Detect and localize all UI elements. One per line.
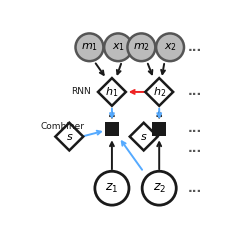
- Text: Combiner: Combiner: [40, 122, 84, 131]
- Text: $z_2$: $z_2$: [152, 182, 165, 195]
- Text: $s$: $s$: [139, 132, 147, 142]
- Text: ...: ...: [187, 142, 201, 155]
- Text: $x_1$: $x_1$: [111, 41, 124, 53]
- Polygon shape: [145, 78, 172, 106]
- Polygon shape: [129, 123, 157, 150]
- Text: ...: ...: [187, 182, 201, 195]
- Circle shape: [94, 171, 128, 205]
- Text: $s$: $s$: [65, 132, 73, 142]
- Circle shape: [104, 33, 131, 61]
- Bar: [104, 122, 119, 136]
- Polygon shape: [55, 123, 83, 150]
- Circle shape: [142, 171, 176, 205]
- Polygon shape: [97, 78, 125, 106]
- Circle shape: [155, 33, 183, 61]
- Text: $m_2$: $m_2$: [132, 41, 149, 53]
- Text: ...: ...: [187, 122, 201, 135]
- Text: $z_1$: $z_1$: [105, 182, 118, 195]
- Text: RNN: RNN: [71, 87, 91, 96]
- Circle shape: [75, 33, 103, 61]
- Text: $h_2$: $h_2$: [152, 85, 165, 99]
- Text: $x_2$: $x_2$: [163, 41, 176, 53]
- Text: $h_1$: $h_1$: [105, 85, 118, 99]
- Circle shape: [127, 33, 155, 61]
- Text: ...: ...: [187, 85, 201, 98]
- Bar: [152, 122, 165, 136]
- Text: $m_1$: $m_1$: [81, 41, 97, 53]
- Text: ...: ...: [187, 41, 201, 54]
